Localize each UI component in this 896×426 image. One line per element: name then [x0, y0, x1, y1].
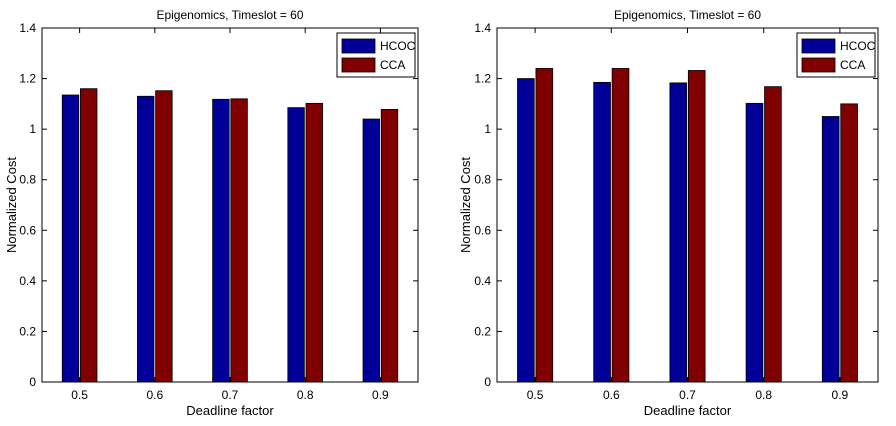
x-tick-label: 0.8	[297, 388, 314, 402]
x-tick-label: 0.5	[527, 388, 544, 402]
bar-cca	[611, 68, 630, 383]
bar-hcoc	[745, 102, 764, 383]
x-tick-label: 0.7	[679, 388, 696, 402]
bar-hcoc	[137, 95, 155, 383]
x-tick-label: 0.9	[832, 388, 849, 402]
y-tick-label: 0.6	[474, 223, 491, 237]
y-axis-label: Normalized Cost	[458, 157, 473, 253]
bar-cca	[80, 88, 98, 383]
bar-hcoc	[821, 116, 840, 383]
x-tick-label: 0.6	[146, 388, 163, 402]
y-tick-label: 1.4	[19, 21, 36, 35]
bar-cca	[535, 68, 554, 383]
legend-swatch-hcoc	[341, 38, 376, 54]
bar-cca	[230, 98, 248, 383]
axes-frame	[496, 27, 879, 383]
legend-swatch-cca	[801, 57, 836, 73]
chart-title: Epigenomics, Timeslot = 60	[614, 8, 761, 22]
bar-cca	[687, 70, 706, 383]
legend-swatch-hcoc	[801, 38, 836, 54]
y-tick-label: 0	[29, 375, 36, 389]
x-axis-label: Deadline factor	[644, 403, 732, 418]
bar-hcoc	[212, 98, 230, 383]
x-tick-label: 0.8	[755, 388, 772, 402]
chart-panel-1: 0 0.2 0.4 0.6 0.8 1 1.2 1.4 0.5 0.6 0.7 0.8 0.9 Epige…	[4, 8, 419, 418]
bar-hcoc	[61, 94, 80, 383]
bar-hcoc	[593, 81, 611, 383]
legend-label-hcoc: HCOC	[840, 39, 876, 53]
bar-hcoc	[362, 118, 380, 383]
y-tick-label: 0.4	[19, 274, 36, 288]
legend-label-hcoc: HCOC	[380, 39, 416, 53]
y-tick-label: 0.8	[19, 173, 36, 187]
y-axis-label: Normalized Cost	[4, 157, 19, 253]
axes-frame	[41, 27, 419, 383]
chart-panel-2: 0 0.2 0.4 0.6 0.8 1 1.2 1.4 0.5 0.6 0.7 0.8 0.9 Epige…	[458, 8, 879, 418]
x-tick-label: 0.5	[71, 388, 88, 402]
y-tick-label: 1	[484, 122, 491, 136]
x-tick-label: 0.9	[372, 388, 389, 402]
legend: HCOC CCA	[336, 32, 416, 78]
bar-cca	[155, 90, 173, 383]
bar-cca	[840, 103, 858, 383]
x-tick-label: 0.6	[603, 388, 620, 402]
y-tick-label: 1.2	[474, 72, 491, 86]
legend-swatch-cca	[341, 57, 376, 73]
y-tick-label: 1.2	[19, 72, 36, 86]
y-tick-label: 0.2	[474, 324, 491, 338]
x-tick-label: 0.7	[222, 388, 239, 402]
x-axis-label: Deadline factor	[186, 403, 274, 418]
bar-hcoc	[287, 107, 305, 383]
y-tick-label: 0.6	[19, 223, 36, 237]
bar-cca	[305, 102, 323, 383]
y-tick-label: 0.8	[474, 173, 491, 187]
bar-cca	[764, 86, 782, 383]
bar-cca	[380, 109, 399, 383]
legend-label-cca: CCA	[380, 58, 405, 72]
legend: HCOC CCA	[796, 32, 876, 78]
bar-hcoc	[517, 78, 535, 383]
chart-title: Epigenomics, Timeslot = 60	[156, 8, 303, 22]
y-tick-label: 1	[29, 122, 36, 136]
legend-label-cca: CCA	[840, 58, 865, 72]
bar-hcoc	[669, 82, 688, 383]
y-tick-label: 0.2	[19, 324, 36, 338]
y-tick-label: 0	[484, 375, 491, 389]
y-tick-label: 0.4	[474, 274, 491, 288]
y-tick-label: 1.4	[474, 21, 491, 35]
